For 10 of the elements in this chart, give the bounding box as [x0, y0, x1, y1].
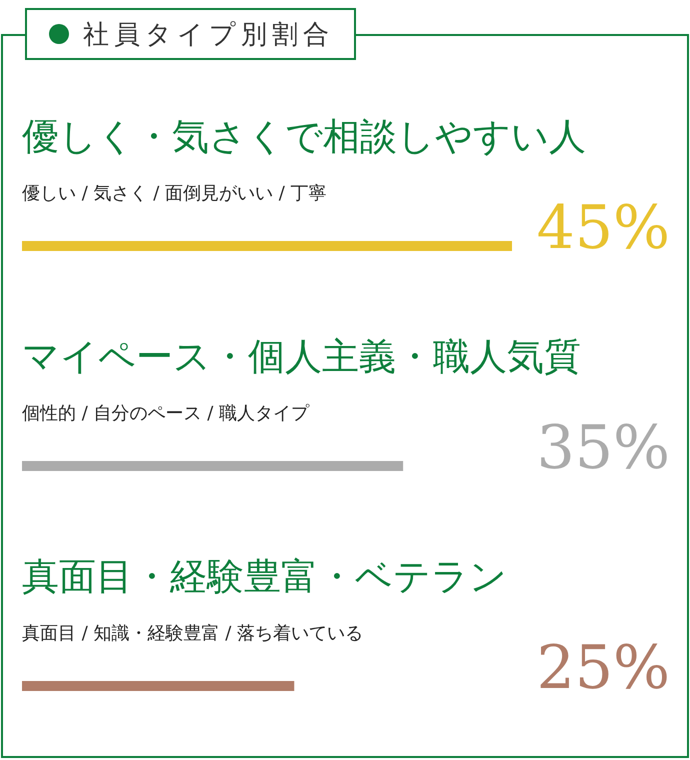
- data-label: 35%: [536, 413, 670, 483]
- data-label: 45%: [536, 193, 670, 263]
- annotation: 個性的 / 自分のペース / 職人タイプ: [22, 403, 310, 424]
- y-tick-label: 真面目・経験豊富・ベテラン: [22, 555, 507, 598]
- annotation: 真面目 / 知識・経験豊富 / 落ち着いている: [22, 623, 364, 644]
- annotation: 優しい / 気さく / 面倒見がいい / 丁寧: [22, 183, 327, 204]
- y-tick-label: 優しく・気さくで相談しやすい人: [22, 115, 586, 158]
- chart-title: 社員タイプ別割合: [83, 18, 334, 52]
- data-label: 25%: [536, 633, 670, 703]
- y-tick-label: マイペース・個人主義・職人気質: [22, 335, 581, 378]
